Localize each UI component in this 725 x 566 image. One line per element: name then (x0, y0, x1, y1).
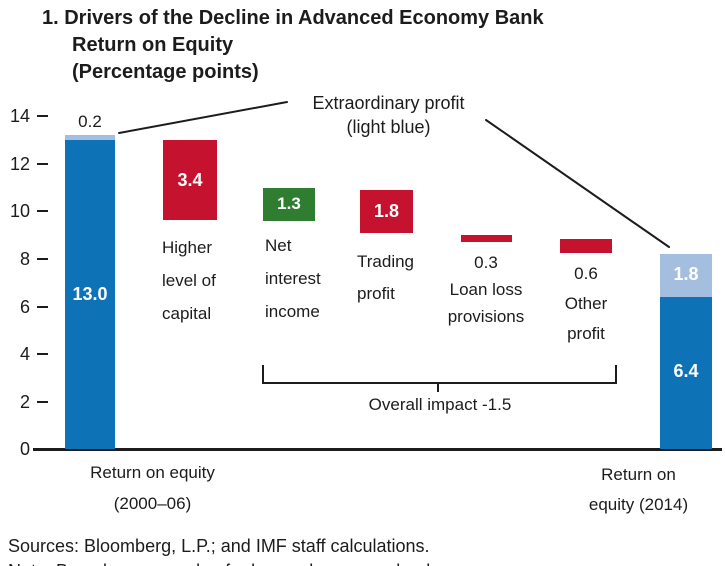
y-tick-label-2: 2 (19, 392, 30, 412)
x-label-roe-2014: Return on equity (2014) (588, 465, 689, 514)
y-tick-mark (37, 115, 48, 117)
bar-roe-2014-extraordinary-segment (660, 254, 712, 297)
bar-net-interest-income (263, 188, 315, 221)
title-line-3: (Percentage points) (72, 61, 259, 83)
overall-impact-label: Overall impact -1.5 (368, 395, 512, 414)
leader-line-right (485, 119, 670, 248)
annotation-extraordinary-profit: Extraordinary profit (light blue) (312, 93, 465, 137)
leader-line-left (118, 101, 288, 134)
y-tick-label-14: 14 (9, 106, 30, 126)
y-tick-mark (37, 210, 48, 212)
y-tick-label-4: 4 (19, 344, 30, 364)
y-tick-mark (37, 258, 48, 260)
category-label-loan-loss: 0.3 Loan loss provisions (426, 249, 546, 330)
y-tick-label-0: 0 (19, 439, 30, 459)
y-tick-label-8: 8 (19, 249, 30, 269)
y-tick-label-6: 6 (19, 297, 30, 317)
x-axis-line (33, 448, 722, 451)
bar-roe-2014-main-segment (660, 297, 712, 449)
y-tick-mark (37, 306, 48, 308)
bar-roe-2000-06-extraordinary-segment (65, 135, 115, 140)
value-label-3-4: 3.4 (177, 170, 203, 190)
value-label-13-0: 13.0 (72, 284, 108, 304)
chart-title: 1. Drivers of the Decline in Advanced Ec… (42, 5, 544, 86)
value-label-0-6: 0.6 (574, 264, 598, 283)
value-label-0-2: 0.2 (78, 112, 102, 131)
category-label-net-interest: Net interest income (265, 236, 321, 321)
category-label-higher-capital: Higher level of capital (162, 238, 216, 323)
x-label-roe-2000-06: Return on equity (2000–06) (90, 463, 215, 513)
y-tick-label-10: 10 (9, 201, 30, 221)
category-label-trading-profit: Trading profit (357, 252, 415, 303)
y-tick-label-12: 12 (9, 154, 30, 174)
bar-other-profit (560, 239, 612, 253)
value-label-1-8-2014: 1.8 (673, 264, 699, 284)
y-tick-mark (37, 353, 48, 355)
sources-note: Sources: Bloomberg, L.P.; and IMF staff … (8, 536, 430, 556)
bar-roe-2000-06-main-segment (65, 140, 115, 449)
overall-impact-bracket (262, 365, 617, 384)
value-label-6-4: 6.4 (673, 361, 699, 381)
title-line-2: Return on Equity (72, 34, 234, 56)
value-label-1-8: 1.8 (373, 201, 400, 221)
title-line-1: 1. Drivers of the Decline in Advanced Ec… (42, 7, 544, 29)
value-label-1-3: 1.3 (277, 194, 301, 213)
y-tick-mark (37, 163, 48, 165)
y-tick-mark (37, 401, 48, 403)
overall-impact-bracket-tick (437, 382, 439, 392)
bar-loan-loss-provisions (461, 235, 512, 242)
bar-higher-capital (163, 140, 217, 220)
bar-trading-profit (360, 190, 413, 233)
value-label-0-3: 0.3 (474, 253, 498, 272)
clipped-note-line: Note: Based on a sample of advanced econ… (8, 561, 608, 566)
category-label-other-profit: 0.6 Other profit (526, 259, 646, 349)
